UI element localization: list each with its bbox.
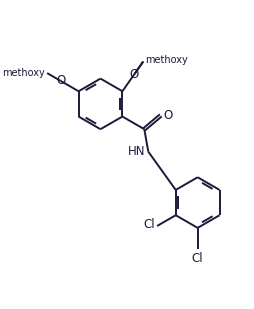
Text: methoxy: methoxy [2,68,45,78]
Text: Cl: Cl [192,252,203,265]
Text: Cl: Cl [144,218,155,231]
Text: O: O [164,109,173,122]
Text: O: O [56,74,65,87]
Text: HN: HN [128,145,145,158]
Text: methoxy: methoxy [145,56,188,66]
Text: O: O [130,68,139,81]
